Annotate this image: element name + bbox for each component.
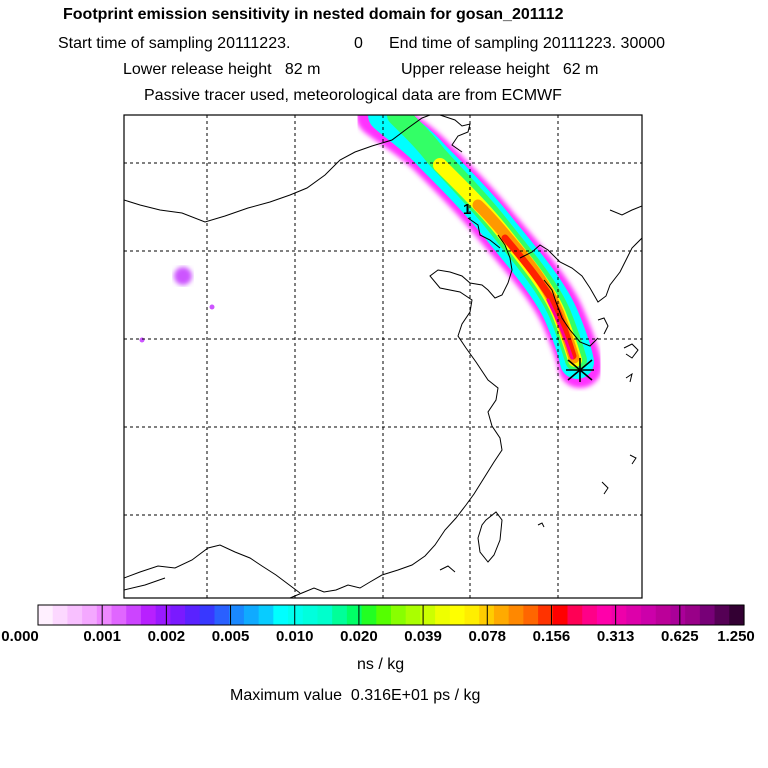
colorbar-swatch	[317, 605, 333, 625]
map-frame	[123, 114, 643, 599]
colorbar-swatch	[199, 605, 216, 625]
colorbar-swatch	[538, 605, 554, 625]
lower-release-height: Lower release height 82 m	[123, 61, 321, 78]
colorbar-tick-label: 0.010	[275, 628, 314, 645]
colorbar-tick-label: 0.078	[468, 628, 507, 645]
colorbar-swatch	[493, 605, 510, 625]
tracer-info: Passive tracer used, meteorological data…	[144, 87, 562, 104]
colorbar-swatch	[155, 605, 171, 625]
colorbar-swatch	[82, 605, 98, 625]
colorbar-swatch	[464, 605, 480, 625]
colorbar-swatch	[641, 605, 657, 625]
colorbar-swatch	[449, 605, 466, 625]
colorbar-tick-label: 0.313	[596, 628, 635, 645]
colorbar-swatch	[361, 605, 377, 625]
coastlines	[124, 115, 642, 598]
colorbar-swatch	[229, 605, 245, 625]
colorbar-swatch	[38, 605, 54, 625]
colorbar-swatch	[729, 605, 745, 625]
colorbar-swatch	[552, 605, 569, 625]
colorbar-tick-label: 0.020	[340, 628, 378, 645]
receptor-star-icon	[566, 358, 594, 382]
colorbar-frame	[37, 604, 745, 626]
colorbar-swatch	[243, 605, 260, 625]
colorbar-swatch	[185, 605, 201, 625]
colorbar-swatch	[67, 605, 83, 625]
colorbar-swatch	[376, 605, 392, 625]
colorbar-swatch	[52, 605, 69, 625]
colorbar-swatch	[435, 605, 451, 625]
plume-band-magenta	[546, 298, 574, 360]
colorbar-swatch	[140, 605, 157, 625]
colorbar-swatch	[126, 605, 142, 625]
colorbar-tick-label: 1.250	[717, 628, 755, 645]
colorbar-tick-label: 0.005	[211, 628, 250, 645]
colorbar-swatch	[508, 605, 524, 625]
colorbar-tick-label: 0.156	[532, 628, 571, 645]
isolated-patch	[174, 267, 192, 285]
colorbar-swatch	[582, 605, 598, 625]
colorbar-swatch	[170, 605, 186, 625]
colorbar-swatch	[714, 605, 730, 625]
plume-band-red	[501, 234, 577, 360]
colorbar-swatch	[655, 605, 672, 625]
colorbar-swatch	[420, 605, 436, 625]
start-time-value: 0	[354, 35, 363, 52]
colorbar-swatch	[699, 605, 716, 625]
colorbar-swatch	[96, 605, 113, 625]
colorbar-swatch	[611, 605, 627, 625]
colorbar-unit: ns / kg	[357, 656, 405, 673]
grid-lines	[124, 115, 642, 598]
colorbar-swatch	[685, 605, 701, 625]
colorbar-tick-label: 0.625	[661, 628, 699, 645]
colorbar-swatch	[391, 605, 407, 625]
colorbar-swatch	[596, 605, 613, 625]
start-time-label: Start time of sampling 20111223.	[58, 35, 291, 52]
colorbar-swatch	[214, 605, 230, 625]
colorbar-swatch	[405, 605, 422, 625]
isolated-patch	[209, 304, 215, 310]
colorbar-tick-label: 0.002	[147, 628, 186, 645]
colorbar-swatch	[111, 605, 127, 625]
colorbar-swatch	[670, 605, 686, 625]
colorbar-swatch	[626, 605, 642, 625]
colorbar-swatch	[523, 605, 539, 625]
isolated-patch	[139, 337, 145, 343]
colorbar-tick-label: 0.001	[83, 628, 121, 645]
colorbar-swatch	[273, 605, 289, 625]
point-label: 1	[463, 201, 471, 218]
colorbar-tick-label: 0.000	[1, 628, 39, 645]
colorbar-swatch	[258, 605, 274, 625]
colorbar-swatch	[288, 605, 304, 625]
plot-title: Footprint emission sensitivity in nested…	[63, 6, 564, 23]
colorbar-swatch	[346, 605, 363, 625]
colorbar	[37, 604, 745, 626]
maximum-value: Maximum value 0.316E+01 ps / kg	[230, 687, 481, 704]
colorbar-tick-label: 0.039	[404, 628, 442, 645]
colorbar-swatch	[302, 605, 319, 625]
colorbar-swatch	[332, 605, 348, 625]
end-time-label: End time of sampling 20111223. 30000	[389, 35, 666, 52]
upper-release-height: Upper release height 62 m	[401, 61, 599, 78]
colorbar-swatch	[567, 605, 583, 625]
